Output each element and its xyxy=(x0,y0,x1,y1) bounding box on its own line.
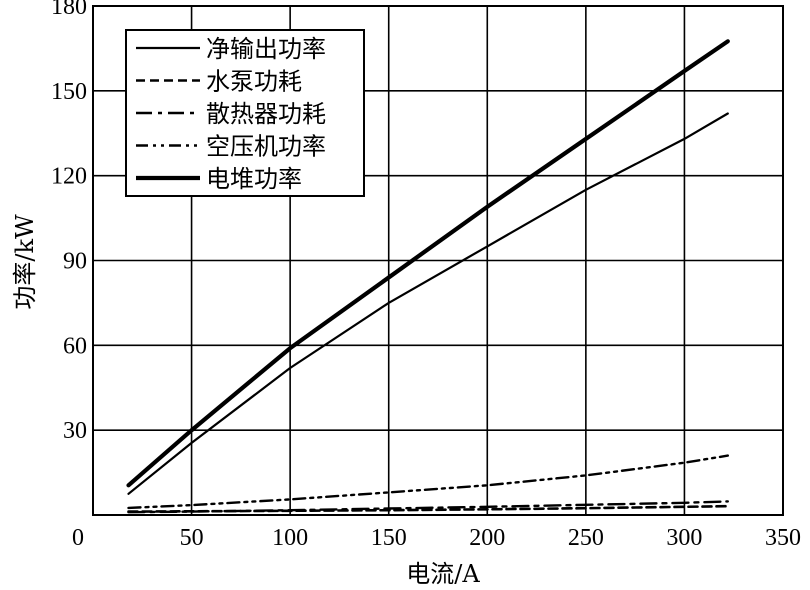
series-line-3 xyxy=(127,500,729,514)
plot-frame xyxy=(92,5,784,516)
legend-label-4: 空压机功率 xyxy=(206,133,326,161)
x-tick-label: 300 xyxy=(666,525,702,551)
y-tick-label: 150 xyxy=(51,79,87,105)
y-tick-label: 90 xyxy=(63,249,87,275)
legend-label-2: 水泵功耗 xyxy=(206,68,302,96)
x-tick-label: 50 xyxy=(180,525,204,551)
x-axis-title: 电流/A xyxy=(406,560,480,588)
x-tick-label: 200 xyxy=(469,525,505,551)
y-tick-label: 30 xyxy=(63,418,87,444)
x-tick-label: 100 xyxy=(272,525,308,551)
legend-box xyxy=(125,29,365,197)
legend-label-5: 电堆功率 xyxy=(206,165,302,193)
x-tick-label: 0 xyxy=(72,525,84,551)
series-line-4 xyxy=(127,454,729,510)
series-line-5 xyxy=(126,39,730,488)
series-lines xyxy=(126,39,730,514)
y-tick-label: 60 xyxy=(63,333,87,359)
y-tick-label: 120 xyxy=(51,164,87,190)
y-tick-label: 180 xyxy=(51,0,87,20)
x-tick-label: 250 xyxy=(568,525,604,551)
x-tick-label: 150 xyxy=(371,525,407,551)
tick-labels: 0 50 100 150 200 250 300 350 30 60 90 120 150 180 xyxy=(51,0,801,551)
legend-label-3: 散热器功耗 xyxy=(206,100,326,128)
legend-label-1: 净输出功率 xyxy=(206,35,326,63)
series-line-1 xyxy=(127,112,729,495)
x-tick-label: 350 xyxy=(765,525,801,551)
y-axis-title: 功率/kW xyxy=(11,214,39,310)
